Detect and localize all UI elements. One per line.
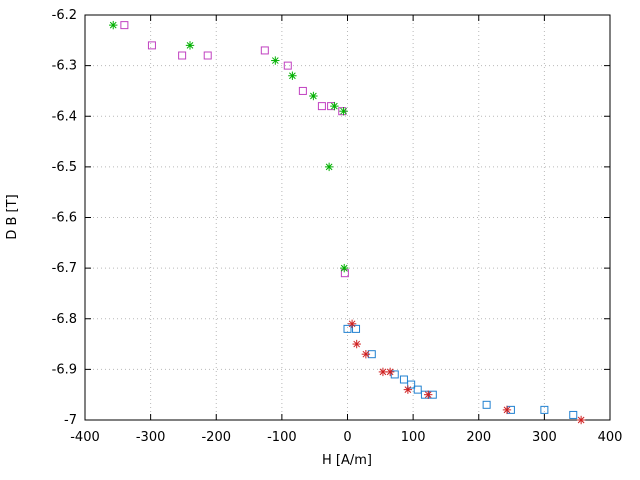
- y-tick-label: -6.9: [52, 362, 77, 377]
- x-tick-label: 400: [598, 430, 623, 445]
- data-point-square: [340, 269, 349, 278]
- y-tick-label: -6.2: [52, 8, 77, 23]
- data-point-asterisk: [324, 162, 334, 172]
- y-tick-label: -6.7: [52, 261, 77, 276]
- data-point-square: [482, 400, 491, 409]
- series-red-asterisks: [347, 319, 586, 425]
- data-point-asterisk: [502, 405, 512, 415]
- data-point-asterisk: [339, 106, 348, 116]
- y-tick-label: -6.8: [52, 312, 77, 327]
- data-point-asterisk: [424, 390, 433, 399]
- data-point-asterisk: [403, 385, 413, 394]
- x-tick-label: -200: [201, 430, 231, 445]
- x-tick-label: -100: [267, 430, 297, 445]
- data-point-square: [407, 380, 416, 389]
- data-point-asterisk: [309, 91, 318, 101]
- data-point-square: [413, 385, 422, 394]
- data-point-asterisk: [576, 415, 586, 425]
- data-point-asterisk: [185, 41, 195, 50]
- x-tick-label: -400: [70, 430, 100, 445]
- series-green-asterisks: [109, 20, 349, 273]
- x-tick-label: 100: [401, 430, 426, 445]
- data-point-square: [569, 410, 578, 419]
- data-point-asterisk: [109, 20, 118, 30]
- series-magenta-squares: [120, 21, 349, 278]
- data-point-square: [203, 51, 212, 60]
- data-point-asterisk: [271, 56, 280, 65]
- y-axis-title: D B [T]: [5, 194, 20, 239]
- data-point-asterisk: [352, 339, 361, 349]
- data-point-square: [298, 86, 307, 95]
- data-point-square: [343, 324, 352, 333]
- data-point-asterisk: [288, 71, 297, 80]
- data-point-square: [260, 46, 269, 55]
- plot-border: [84, 14, 611, 421]
- data-point-asterisk: [330, 101, 339, 111]
- data-point-square: [120, 21, 129, 30]
- y-tick-label: -6.4: [52, 109, 77, 124]
- data-point-asterisk: [378, 367, 388, 377]
- data-point-asterisk: [347, 319, 357, 329]
- y-tick-label: -7: [64, 413, 77, 428]
- data-point-square: [399, 375, 408, 384]
- y-tick-label: -6.3: [52, 59, 77, 74]
- data-point-asterisk: [385, 367, 395, 377]
- data-point-square: [390, 370, 399, 379]
- data-point-square: [147, 41, 156, 50]
- x-tick-label: -300: [136, 430, 166, 445]
- data-point-square: [540, 405, 549, 414]
- x-tick-label: 200: [466, 430, 491, 445]
- data-point-asterisk: [340, 263, 349, 273]
- y-tick-label: -6.6: [52, 211, 77, 226]
- x-tick-label: 300: [532, 430, 557, 445]
- y-tick-label: -6.5: [52, 160, 77, 175]
- data-point-square: [317, 102, 326, 111]
- data-point-square: [352, 324, 361, 333]
- data-point-asterisk: [361, 349, 371, 359]
- data-points: [109, 20, 586, 425]
- x-tick-label: 0: [343, 430, 351, 445]
- x-axis-title: H [A/m]: [322, 453, 372, 468]
- data-point-square: [178, 51, 187, 60]
- axes-and-ticks: -400 -300 -200 -100 0 100 200 300 400 -7 -6.9 -6.8 -…: [52, 8, 623, 445]
- data-point-square: [283, 61, 292, 70]
